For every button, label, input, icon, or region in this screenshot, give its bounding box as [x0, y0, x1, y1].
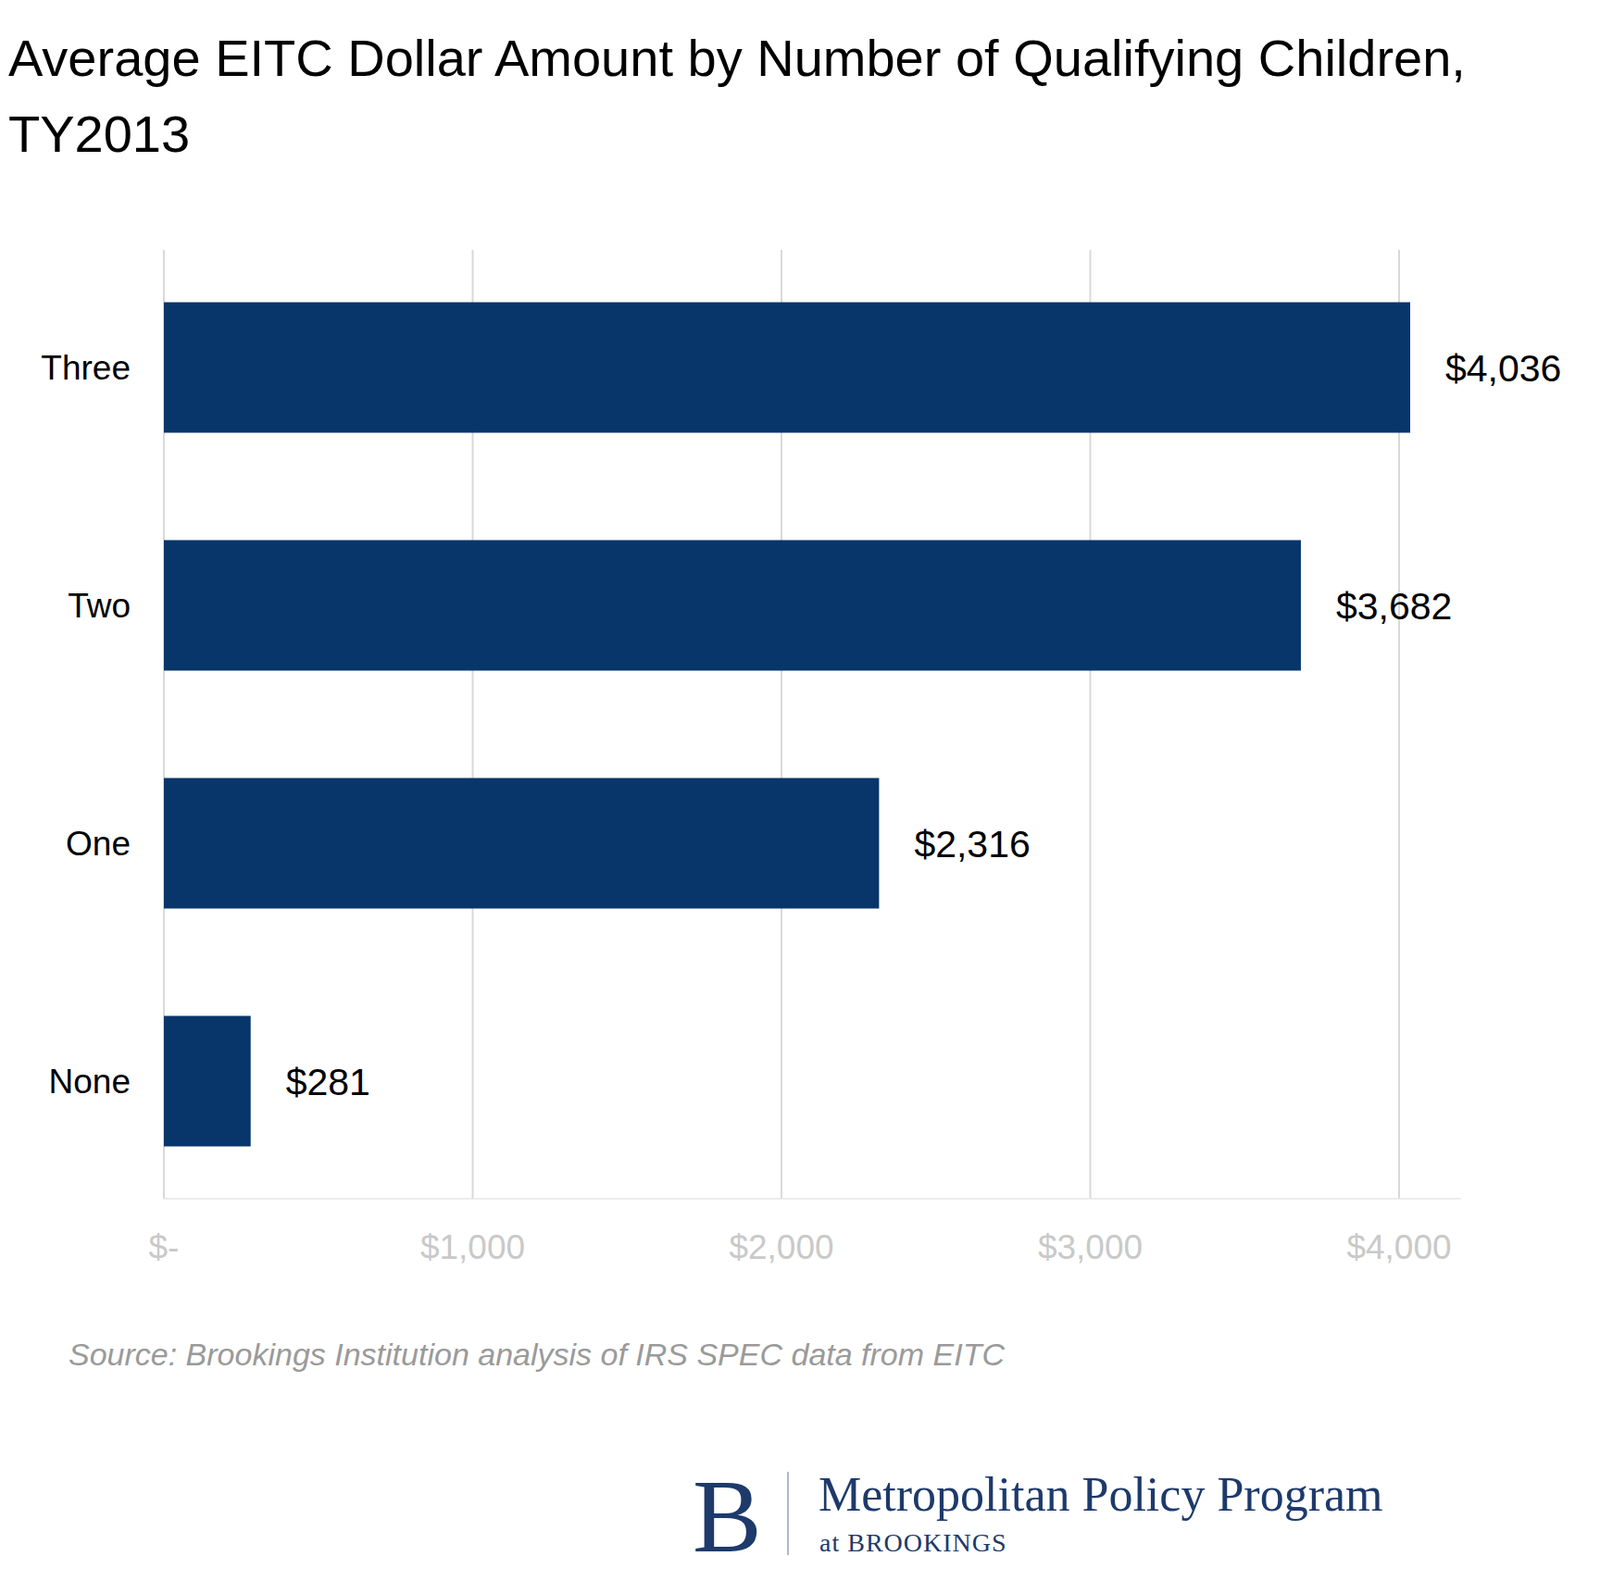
- axis-line: [163, 1198, 1462, 1200]
- logo-subtitle: at BROOKINGS: [819, 1528, 1008, 1558]
- bar: [163, 302, 1411, 434]
- data-label: $281: [286, 1061, 371, 1104]
- chart: $- $1,000 $2,000 $3,000 $4,000 Three $4,036 Two…: [0, 0, 1600, 1581]
- data-label: $2,316: [913, 823, 1030, 866]
- bar: [163, 1016, 251, 1148]
- tick-label: $2,000: [728, 1228, 834, 1267]
- logo-name: Metropolitan Policy Program: [818, 1468, 1383, 1522]
- tick-label: $-: [149, 1228, 180, 1267]
- logo-divider: [787, 1472, 789, 1556]
- bar: [163, 540, 1301, 672]
- bar: [163, 778, 879, 910]
- source: Source: Brookings Institution analysis o…: [68, 1337, 1005, 1373]
- category-label: Three: [40, 349, 131, 388]
- tick-label: $1,000: [420, 1228, 525, 1267]
- category-label: Two: [67, 587, 131, 625]
- logo-letter: B: [692, 1459, 763, 1575]
- bars: [163, 302, 1411, 1148]
- title: Average EITC Dollar Amount by Number of …: [8, 20, 1594, 173]
- category-label: None: [49, 1062, 131, 1101]
- tick-label: $3,000: [1037, 1228, 1143, 1267]
- data-label: $3,682: [1336, 585, 1452, 628]
- category-label: One: [65, 825, 131, 863]
- data-label: $4,036: [1445, 347, 1562, 390]
- tick-label: $4,000: [1346, 1228, 1451, 1267]
